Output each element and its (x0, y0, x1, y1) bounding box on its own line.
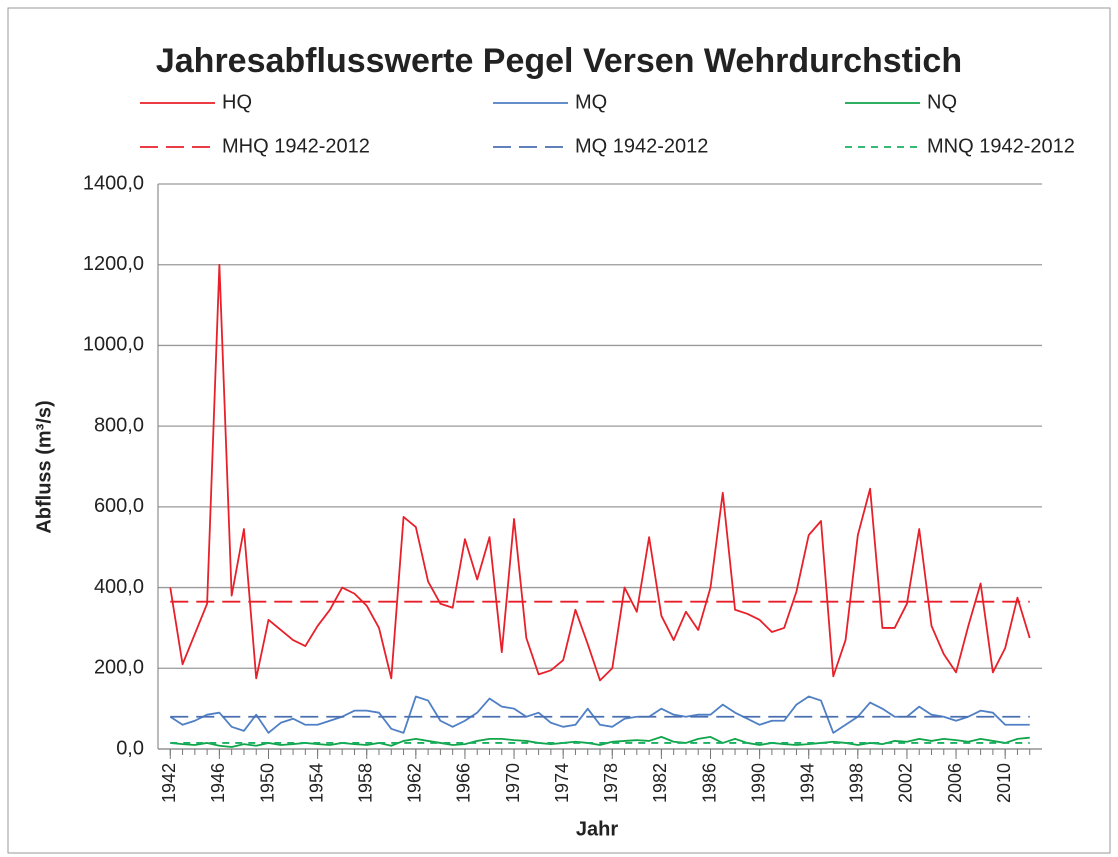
legend-label: MHQ 1942-2012 (222, 135, 370, 157)
y-tick-label: 1400,0 (83, 172, 144, 194)
x-tick-label: 1970 (503, 763, 523, 803)
x-tick-label: 2002 (896, 763, 916, 803)
x-tick-label: 1946 (208, 763, 228, 803)
x-tick-label: 1942 (159, 763, 179, 803)
y-tick-label: 400,0 (94, 576, 144, 598)
y-axis-label: Abfluss (m³/s) (33, 400, 55, 533)
y-tick-label: 200,0 (94, 657, 144, 679)
y-tick-label: 800,0 (94, 414, 144, 436)
x-tick-label: 1990 (748, 763, 768, 803)
x-tick-label: 1958 (355, 763, 375, 803)
series-line (169, 263, 1031, 682)
y-tick-label: 1000,0 (83, 334, 144, 356)
x-tick-label: 1982 (650, 763, 670, 803)
x-tick-label: 1954 (306, 763, 326, 803)
x-tick-label: 1962 (405, 763, 425, 803)
legend-label: MQ (575, 91, 607, 113)
x-tick-label: 1950 (257, 763, 277, 803)
x-tick-label: 2006 (945, 763, 965, 803)
y-tick-label: 0,0 (116, 737, 144, 759)
y-tick-label: 600,0 (94, 495, 144, 517)
x-tick-label: 1974 (552, 763, 572, 803)
legend-label: NQ (927, 91, 957, 113)
chart-title: Jahresabflusswerte Pegel Versen Wehrdurc… (156, 42, 962, 80)
x-tick-label: 1986 (699, 763, 719, 803)
legend-label: MQ 1942-2012 (575, 135, 708, 157)
x-tick-label: 1994 (797, 763, 817, 803)
y-tick-label: 1200,0 (83, 253, 144, 275)
x-axis-label: Jahr (576, 818, 618, 840)
x-tick-label: 2010 (994, 763, 1014, 803)
legend-label: MNQ 1942-2012 (927, 135, 1075, 157)
x-tick-label: 1978 (601, 763, 621, 803)
x-tick-label: 1966 (454, 763, 474, 803)
legend-label: HQ (222, 91, 252, 113)
series-line (169, 695, 1030, 734)
x-tick-label: 1998 (847, 763, 867, 803)
